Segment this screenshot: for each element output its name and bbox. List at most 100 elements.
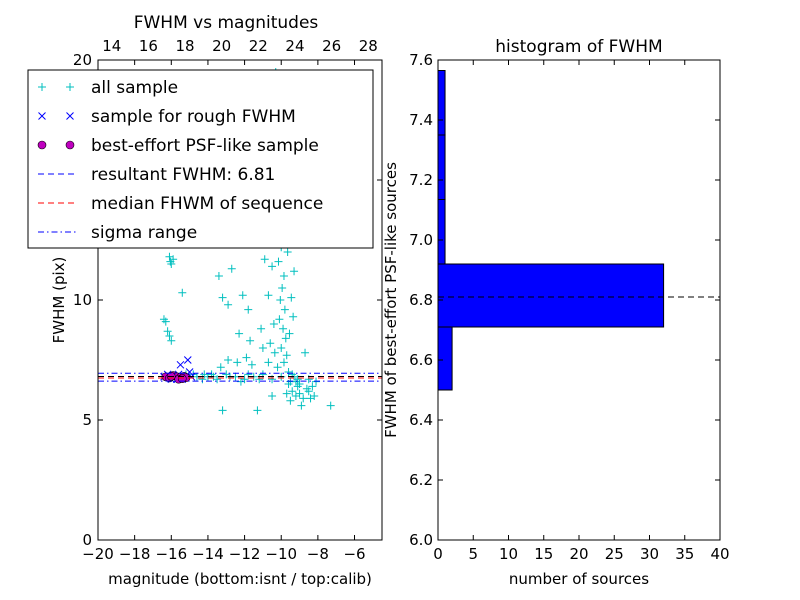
all-sample-point [258, 370, 267, 379]
top-x-tick-label: 16 [139, 37, 158, 55]
legend-label: resultant FWHM: 6.81 [91, 165, 275, 185]
all-sample-point [216, 363, 225, 372]
all-sample-point [224, 300, 233, 309]
all-sample-point [290, 267, 299, 276]
legend-label: all sample [91, 78, 178, 98]
all-sample-point [279, 358, 288, 367]
scatter-top-x-ticks: 14 16 18 20 22 24 26 28 [102, 37, 378, 55]
all-sample-point [276, 296, 285, 304]
scatter-y-label: FWHM (pix) [50, 257, 68, 344]
legend-entry: sigma range [38, 223, 197, 243]
y-tick-label: 5 [82, 411, 92, 429]
all-sample-point [218, 293, 227, 302]
all-sample-point [282, 351, 291, 360]
legend-marker [38, 83, 46, 91]
all-sample-point [278, 284, 287, 292]
x-tick-label: 0 [433, 545, 443, 563]
x-tick-label: 25 [605, 545, 624, 563]
histogram-bar [437, 70, 446, 136]
legend-entry: best-effort PSF-like sample [37, 136, 319, 156]
all-sample-point [257, 324, 266, 333]
x-tick-label: −20 [82, 545, 114, 563]
x-tick-label: −14 [192, 545, 224, 563]
y-tick-label: 7.0 [409, 231, 433, 249]
x-tick-label: −6 [343, 545, 365, 563]
x-tick-label: −12 [229, 545, 261, 563]
all-sample-point [301, 348, 310, 357]
all-sample-point [274, 257, 283, 266]
x-tick-label: −18 [119, 545, 151, 563]
y-tick-label: 20 [73, 51, 92, 69]
legend-label: sample for rough FWHM [91, 107, 296, 127]
legend-entry: all sample [38, 78, 178, 98]
all-sample-point [244, 370, 253, 379]
legend-marker [65, 140, 75, 150]
legend-label: sigma range [91, 223, 197, 243]
legend-marker [66, 112, 74, 120]
all-sample-point [233, 358, 242, 367]
all-sample-point [302, 384, 311, 393]
all-sample-point [288, 387, 297, 396]
all-sample-point [200, 370, 209, 379]
y-tick-label: 7.6 [409, 51, 433, 69]
rough-fwhm-point [183, 356, 192, 364]
all-sample-point [166, 257, 175, 266]
all-sample-point [289, 312, 298, 321]
top-x-tick-label: 24 [285, 37, 304, 55]
all-sample-point [282, 389, 291, 398]
all-sample-point [268, 392, 277, 400]
all-sample-point [277, 344, 286, 352]
all-sample-point [306, 394, 315, 403]
all-sample-point [163, 327, 172, 336]
legend-marker [66, 83, 74, 91]
all-sample-point [295, 389, 304, 398]
y-tick-label: 10 [73, 291, 92, 309]
all-sample-point [273, 363, 282, 372]
top-x-tick-label: 26 [322, 37, 341, 55]
all-sample-point [246, 336, 255, 345]
top-x-tick-label: 22 [249, 37, 268, 55]
histogram-bar [437, 134, 446, 200]
y-tick-label: 7.2 [409, 171, 433, 189]
y-tick-label: 6.4 [409, 411, 433, 429]
histogram-y-ticks: 6.0 6.2 6.4 6.6 6.8 7.0 7.2 7.4 7.6 [409, 51, 720, 549]
legend-entry: resultant FWHM: 6.81 [38, 165, 275, 185]
y-tick-label: 6.2 [409, 471, 433, 489]
top-x-tick-label: 14 [102, 37, 121, 55]
histogram-title: histogram of FWHM [495, 37, 662, 57]
all-sample-point [214, 272, 223, 280]
rough-fwhm-point [176, 360, 185, 369]
all-sample-point [165, 332, 174, 340]
top-x-tick-label: 20 [212, 37, 231, 55]
all-sample-point [285, 329, 294, 338]
all-sample-point [235, 329, 244, 338]
histogram-panel: histogram of FWHM 0 5 10 15 20 25 30 35 40 6.06.… [382, 37, 730, 588]
all-sample-point [293, 382, 302, 391]
scatter-x-ticks: −20 −18 −16 −14 −12 −10 −8 −6 [82, 60, 366, 563]
all-sample-point [260, 255, 269, 264]
all-sample-point [253, 406, 262, 415]
x-tick-label: −10 [265, 545, 297, 563]
all-sample-point [227, 264, 236, 273]
all-sample-point [293, 375, 302, 384]
all-sample-point [287, 293, 296, 302]
scatter-legend: all sample sample for rough FWHM best-effo… [27, 69, 374, 249]
x-tick-label: 15 [534, 545, 553, 563]
all-sample-point [299, 394, 308, 403]
all-sample-point [297, 401, 306, 410]
x-tick-label: 30 [640, 545, 659, 563]
all-sample-point [161, 317, 170, 326]
all-sample-point [218, 406, 227, 415]
all-sample-point [224, 356, 233, 364]
scatter-panel: FWHM vs magnitudes −20 −18 −16 −14 −12 −10 −8−… [27, 13, 383, 588]
x-tick-label: 20 [569, 545, 588, 563]
all-sample-point [283, 248, 292, 256]
all-sample-point [266, 339, 275, 348]
legend-label: best-effort PSF-like sample [91, 136, 319, 156]
x-tick-label: −16 [155, 545, 187, 563]
all-sample-point [280, 305, 289, 314]
legend-label: median FHWM of sequence [91, 194, 323, 214]
all-sample-point [264, 291, 273, 300]
y-tick-label: 0 [82, 531, 92, 549]
